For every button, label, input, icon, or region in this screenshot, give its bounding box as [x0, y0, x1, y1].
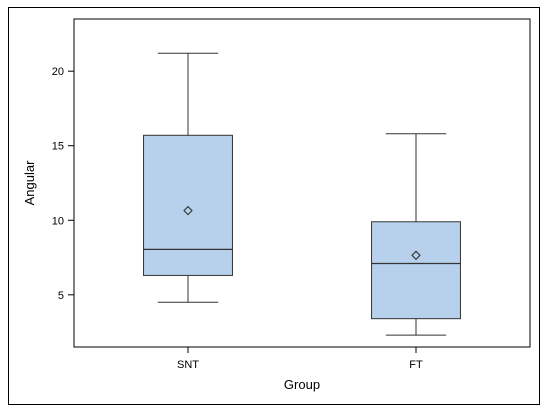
- boxes: [143, 52, 461, 336]
- box-iqr: [143, 134, 233, 276]
- y-tick-label: 10: [52, 215, 64, 227]
- y-tick-label: 5: [58, 290, 64, 302]
- y-axis-title: Angular: [22, 160, 37, 205]
- y-tick-label: 15: [52, 141, 64, 153]
- x-tick-label: FT: [409, 359, 423, 371]
- x-axis: SNT FT: [177, 347, 423, 371]
- box-iqr: [371, 221, 461, 320]
- mean-marker: [183, 205, 193, 216]
- mean-marker: [411, 250, 421, 261]
- x-axis-title: Group: [284, 377, 320, 392]
- y-axis: 5 10 15 20: [52, 66, 74, 302]
- plot-area: [73, 18, 531, 348]
- y-tick-label: 20: [52, 66, 64, 78]
- x-tick-label: SNT: [177, 359, 199, 371]
